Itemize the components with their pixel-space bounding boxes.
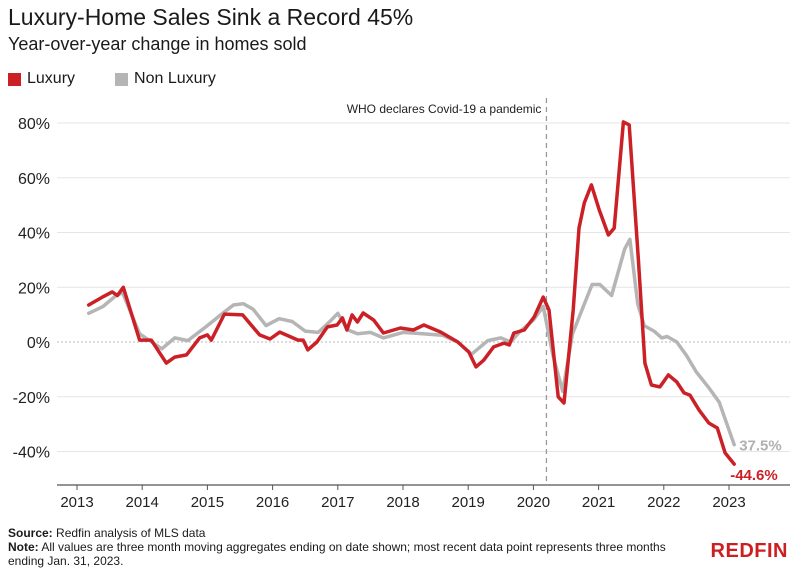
y-tick-label: -20%	[13, 390, 50, 407]
x-tick-label: 2022	[647, 494, 680, 511]
line-chart: 80%60%40%20%0%-20%-40% 2013 2014 2015 2016 2…	[13, 98, 790, 511]
pandemic-annotation-label: WHO declares Covid-19 a pandemic	[347, 102, 542, 116]
legend-swatch-luxury	[8, 72, 21, 86]
note-text: All values are three month moving aggreg…	[8, 540, 666, 568]
x-tick-label: 2016	[256, 494, 289, 511]
y-tick-label: 80%	[18, 116, 50, 133]
x-tick-label: 2020	[517, 494, 550, 511]
end-label-luxury: -44.6%	[730, 467, 778, 484]
x-tick-label: 2014	[126, 494, 159, 511]
note-line: Note: All values are three month moving …	[8, 540, 668, 568]
legend-label-non-luxury: Non Luxury	[134, 70, 216, 87]
source-text: Redfin analysis of MLS data	[56, 526, 206, 540]
legend-item-non-luxury: Non Luxury	[115, 70, 216, 88]
x-tick-label: 2019	[452, 494, 485, 511]
y-tick-label: 60%	[18, 171, 50, 188]
x-tick-label: 2015	[191, 494, 224, 511]
x-tick-label: 2023	[712, 494, 745, 511]
y-tick-label: -40%	[13, 445, 50, 462]
y-tick-label: 40%	[18, 226, 50, 243]
chart-title: Luxury-Home Sales Sink a Record 45%	[8, 4, 414, 30]
chart-subtitle: Year-over-year change in homes sold	[8, 34, 307, 54]
x-tick-label: 2018	[386, 494, 419, 511]
legend-label-luxury: Luxury	[27, 70, 76, 87]
legend-item-luxury: Luxury	[8, 70, 75, 88]
y-tick-label: 0%	[27, 335, 50, 352]
redfin-logo: REDFIN	[710, 540, 788, 562]
y-axis: 80% 60% 40% 20% 0% -20% -40%	[13, 116, 50, 462]
annotation: WHO declares Covid-19 a pandemic	[347, 98, 548, 485]
y-tick-label: 20%	[18, 280, 50, 297]
note-label: Note:	[8, 540, 39, 554]
source-label: Source:	[8, 526, 53, 540]
source-line: Source: Redfin analysis of MLS data	[8, 526, 668, 540]
series-lines	[86, 120, 736, 466]
legend-swatch-non-luxury	[115, 72, 129, 86]
footer-notes: Source: Redfin analysis of MLS data Note…	[8, 526, 668, 568]
x-axis: 2013 2014 2015 2016 2017 2018 2019 2020 2021 2022…	[57, 484, 790, 511]
series-line-luxury	[86, 120, 736, 466]
gridlines	[57, 122, 790, 452]
end-label-non-luxury: 37.5%	[739, 438, 782, 455]
x-tick-label: 2021	[582, 494, 615, 511]
legend: Luxury Non Luxury	[8, 70, 216, 88]
x-tick-label: 2013	[60, 494, 93, 511]
x-tick-label: 2017	[321, 494, 354, 511]
